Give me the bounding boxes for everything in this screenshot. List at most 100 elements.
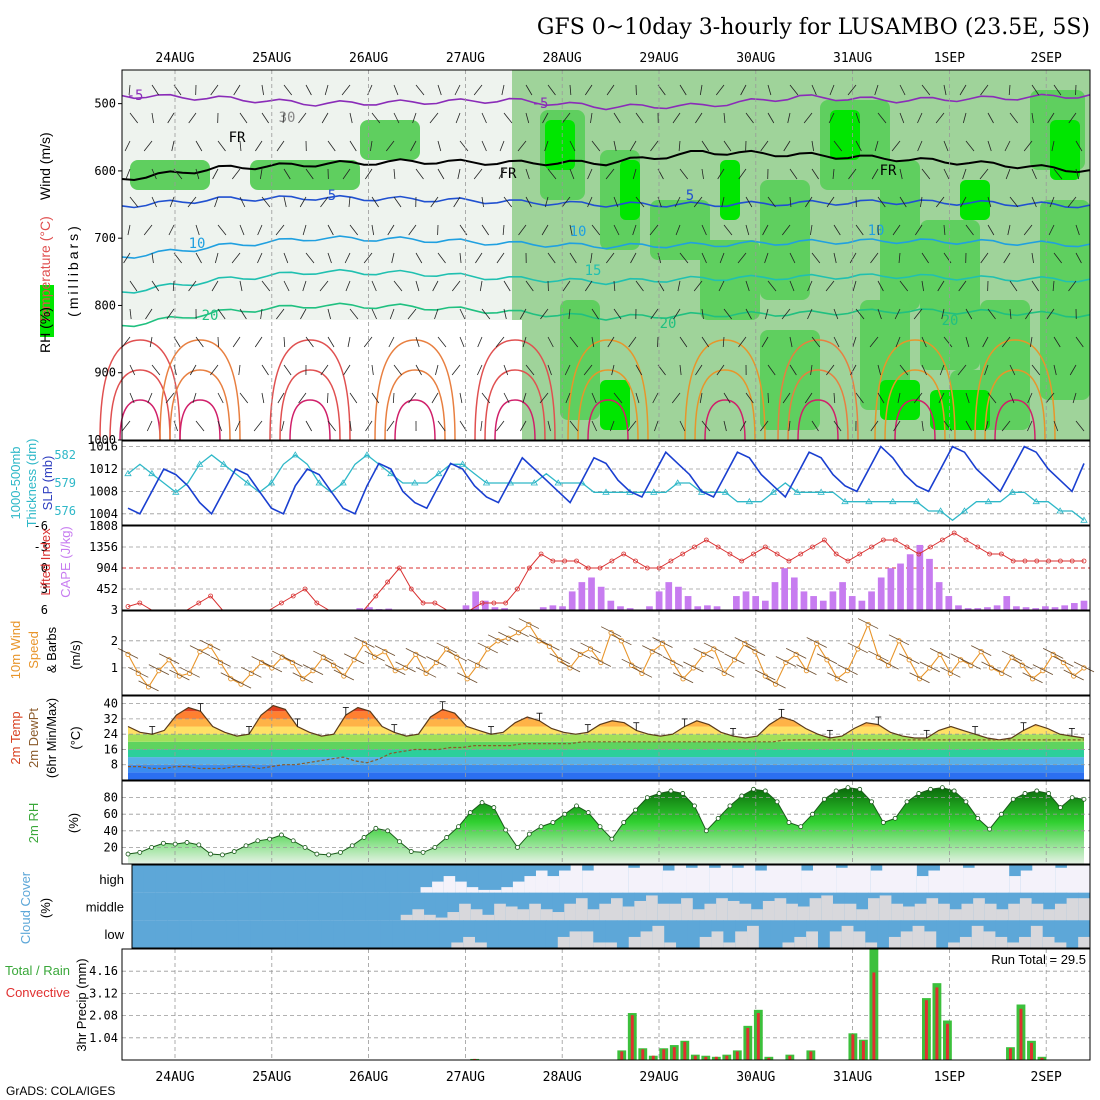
cloud-cell-fill bbox=[547, 876, 560, 893]
wind-barb bbox=[434, 308, 439, 320]
cloud-cell-fill bbox=[517, 909, 530, 921]
wind-barb bbox=[569, 140, 576, 152]
wind-barb bbox=[943, 224, 946, 236]
cloud-cell-fill bbox=[535, 870, 549, 893]
li-point bbox=[432, 600, 438, 606]
cape-bar bbox=[1003, 596, 1011, 610]
cloud-cell-fill bbox=[686, 867, 699, 893]
li-point bbox=[998, 551, 1004, 557]
cape-bar bbox=[761, 600, 769, 610]
wind-barb bbox=[1001, 420, 1011, 432]
wind-barb bbox=[451, 280, 461, 292]
rh-point bbox=[562, 811, 568, 817]
cloud-cell-fill bbox=[723, 942, 736, 948]
wind-barb bbox=[611, 364, 615, 376]
wind-barb bbox=[477, 336, 483, 348]
cloud-cell-fill bbox=[443, 876, 456, 893]
convective-bar bbox=[651, 1055, 655, 1060]
isotherm-label: 20 bbox=[942, 313, 959, 329]
date-label-bottom: 24AUG bbox=[155, 1070, 194, 1085]
convective-bar bbox=[1008, 1048, 1012, 1060]
wind-barb bbox=[943, 140, 949, 152]
wind-barb bbox=[261, 280, 271, 292]
date-label-top: 29AUG bbox=[639, 51, 678, 66]
wind-barb bbox=[782, 392, 791, 404]
wind-barb bbox=[143, 224, 153, 236]
li-point bbox=[904, 544, 910, 550]
wind-barb bbox=[305, 420, 313, 432]
cloud-cell-fill bbox=[489, 889, 502, 893]
wind-barb-10m bbox=[837, 664, 858, 675]
slp-thickness-panel: 1004 1008 1012 1016 576 579 582 bbox=[54, 440, 1091, 526]
cloud-cell bbox=[351, 865, 364, 893]
cloud-cell bbox=[237, 892, 250, 921]
rh-point bbox=[196, 842, 202, 848]
cloud-cell bbox=[1066, 920, 1079, 948]
wind-barb bbox=[635, 196, 645, 208]
rh-point bbox=[349, 843, 355, 849]
cloud-cell bbox=[305, 865, 318, 893]
isotherm--5 bbox=[121, 93, 1091, 111]
cloud-cell bbox=[155, 892, 168, 921]
wind-barb bbox=[635, 364, 643, 376]
wind-barb bbox=[1008, 84, 1011, 96]
cloud-cell bbox=[262, 920, 275, 948]
li-point bbox=[397, 565, 402, 571]
cape-bar bbox=[539, 607, 547, 610]
li-point bbox=[963, 537, 969, 543]
wind-barb bbox=[723, 420, 727, 432]
wind-barb bbox=[895, 336, 901, 348]
li-point bbox=[668, 558, 674, 564]
wind-barb bbox=[522, 336, 527, 348]
wind-barb-10m bbox=[765, 677, 786, 689]
wind-barb bbox=[787, 112, 791, 124]
wind-barb-10m bbox=[888, 634, 910, 646]
li-point bbox=[503, 600, 509, 606]
wind-barb bbox=[803, 112, 813, 124]
cloud-cell-fill bbox=[841, 925, 854, 948]
wind-barb bbox=[217, 420, 223, 432]
wind-barb bbox=[349, 392, 358, 404]
cloud-cell-fill bbox=[622, 906, 635, 921]
cloud-row-label: low bbox=[104, 927, 124, 942]
wind-barb bbox=[807, 308, 813, 320]
wind-barb bbox=[921, 336, 927, 348]
wind-barb bbox=[539, 392, 549, 404]
cloud-cell-fill bbox=[593, 942, 606, 948]
cloud-cell-fill bbox=[651, 865, 664, 893]
cape-bar bbox=[1032, 608, 1040, 610]
cloud-cell-fill bbox=[424, 914, 437, 921]
wind-barb bbox=[239, 140, 242, 152]
rh-point bbox=[1081, 796, 1087, 802]
li-point bbox=[880, 537, 886, 543]
cape-bar bbox=[501, 608, 508, 610]
wind-barb-10m bbox=[343, 653, 365, 665]
cape-bar bbox=[858, 600, 866, 610]
cloud-cell-fill bbox=[821, 895, 834, 921]
isotherm-label: 10 bbox=[868, 223, 885, 239]
wind-barb bbox=[1031, 168, 1037, 180]
wind-barb bbox=[499, 140, 505, 152]
cloud-cell bbox=[143, 892, 156, 921]
wind-barb bbox=[408, 392, 417, 404]
cloud-cell-fill bbox=[699, 936, 713, 948]
cloud-cell-fill bbox=[1032, 865, 1045, 893]
wind-barb bbox=[723, 140, 732, 152]
cloud-cell bbox=[482, 892, 495, 921]
rh-cell bbox=[1040, 200, 1090, 400]
wind-barb bbox=[1031, 280, 1040, 292]
wind-barb bbox=[451, 364, 461, 376]
cloud-cell-fill bbox=[986, 865, 999, 893]
cloud-cell-fill bbox=[575, 898, 589, 921]
y-tick-label: 1008 bbox=[89, 484, 118, 498]
wind-barb bbox=[564, 364, 571, 376]
wind-barb bbox=[525, 280, 534, 292]
top-date-axis: 24AUG 25AUG 26AUG 27AUG 28AUG 29AUG 30AUG 31AUG… bbox=[155, 51, 1062, 66]
cloud-cell-fill bbox=[697, 865, 710, 893]
wind-barb bbox=[275, 224, 285, 236]
convective-bar bbox=[935, 987, 939, 1060]
wind-barb bbox=[921, 168, 931, 180]
cloud-cell-fill bbox=[1054, 942, 1067, 948]
wind-barb bbox=[410, 140, 417, 152]
cloud-cell-fill bbox=[971, 925, 985, 948]
